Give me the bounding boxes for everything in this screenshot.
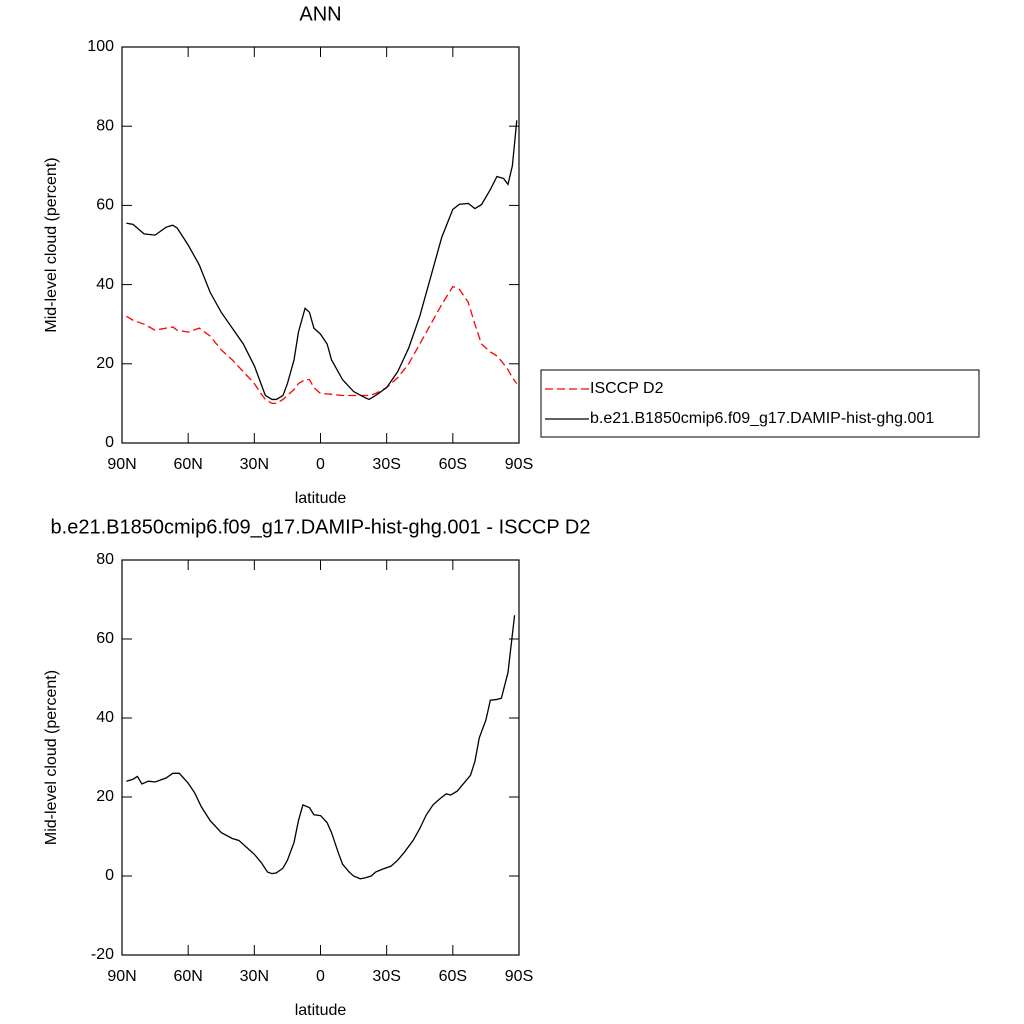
series-line (126, 615, 516, 880)
y-tick-label: 0 (105, 434, 114, 451)
x-axis-label: latitude (295, 490, 347, 507)
x-tick-label: 90S (505, 968, 533, 985)
plot-frame (121, 559, 520, 956)
x-tick-label: 30S (372, 456, 400, 473)
x-tick-label: 60S (439, 968, 467, 985)
y-tick-label: -20 (91, 946, 114, 963)
chart-title: ANN (299, 3, 341, 25)
x-tick-label: 90N (107, 456, 136, 473)
x-tick-label: 60S (439, 456, 467, 473)
y-tick-label: 80 (96, 551, 114, 568)
x-tick-label: 30S (372, 968, 400, 985)
x-tick-label: 90N (107, 968, 136, 985)
x-axis-label: latitude (295, 1002, 347, 1019)
y-tick-label: 20 (96, 355, 114, 372)
x-tick-label: 30N (240, 968, 269, 985)
y-tick-label: 40 (96, 709, 114, 726)
series-line (126, 285, 518, 405)
x-tick-label: 60N (173, 968, 202, 985)
y-tick-label: 100 (87, 38, 114, 55)
y-tick-label: 20 (96, 788, 114, 805)
series-line (126, 120, 518, 401)
x-tick-label: 0 (316, 968, 325, 985)
y-axis-label: Mid-level cloud (percent) (43, 670, 60, 845)
y-tick-label: 60 (96, 630, 114, 647)
x-tick-label: 60N (173, 456, 202, 473)
chart-title: b.e21.B1850cmip6.f09_g17.DAMIP-hist-ghg.… (51, 516, 591, 538)
y-tick-label: 0 (105, 867, 114, 884)
y-tick-label: 60 (96, 197, 114, 214)
x-tick-label: 30N (240, 456, 269, 473)
legend-label: b.e21.B1850cmip6.f09_g17.DAMIP-hist-ghg.… (590, 410, 934, 427)
x-tick-label: 90S (505, 456, 533, 473)
y-tick-label: 80 (96, 117, 114, 134)
legend-label: ISCCP D2 (590, 380, 664, 397)
legend-box (540, 369, 980, 438)
y-axis-label: Mid-level cloud (percent) (43, 157, 60, 332)
y-tick-label: 40 (96, 276, 114, 293)
plot-frame (121, 46, 520, 444)
x-tick-label: 0 (316, 456, 325, 473)
